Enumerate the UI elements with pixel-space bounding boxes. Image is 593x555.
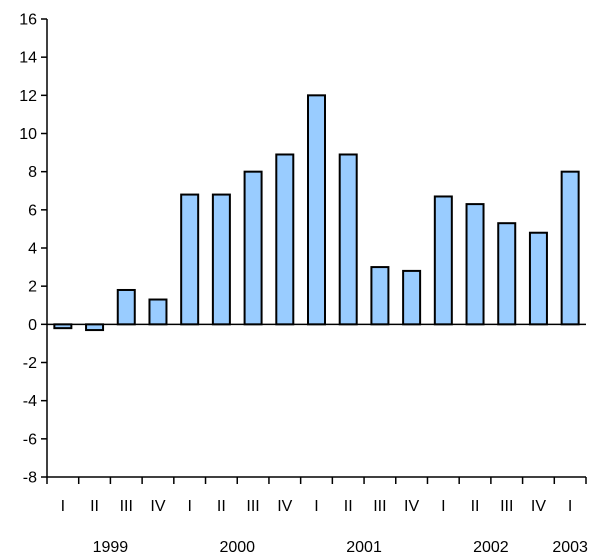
bar (370, 266, 390, 326)
year-label: 2000 (219, 539, 255, 555)
x-tick-label: I (187, 498, 191, 515)
bar (275, 153, 295, 326)
bar (116, 288, 136, 326)
y-tick-label: 2 (28, 279, 37, 296)
y-tick-label: 6 (28, 202, 37, 219)
x-tick-label: I (441, 498, 445, 515)
year-label: 2001 (346, 539, 382, 555)
x-tick-label: II (90, 498, 99, 515)
bar (211, 193, 231, 326)
x-tick-label: II (217, 498, 226, 515)
bar (528, 231, 548, 326)
x-tick-label: IV (531, 498, 546, 515)
y-tick-label: 0 (28, 317, 37, 334)
bar (433, 195, 453, 326)
y-tick-label: 8 (28, 164, 37, 181)
year-label: 2003 (552, 539, 588, 555)
y-tick-label: -8 (23, 470, 37, 487)
y-tick-label: 14 (19, 50, 37, 67)
bar (560, 170, 580, 326)
x-tick-label: I (568, 498, 572, 515)
bar (307, 94, 326, 326)
y-tick-label: -2 (23, 355, 37, 372)
y-tick-label: 16 (19, 12, 37, 29)
x-tick-label: III (120, 498, 133, 515)
bar (465, 203, 485, 326)
x-tick-label: IV (404, 498, 419, 515)
x-tick-label: III (500, 498, 513, 515)
bar (180, 193, 200, 326)
y-axis: 16 14 12 10 8 6 4 2 0 -2 -4 -6 -8 (19, 12, 47, 487)
bar (497, 222, 517, 326)
x-tick-label: IV (150, 498, 165, 515)
x-tick-label: I (61, 498, 65, 515)
x-tick-label: I (314, 498, 318, 515)
year-label: 2002 (473, 539, 509, 555)
bars (53, 94, 580, 332)
x-tick-label: III (373, 498, 386, 515)
bar (148, 298, 168, 326)
x-tick-label: III (246, 498, 259, 515)
y-tick-label: -4 (23, 393, 37, 410)
y-tick-label: -6 (23, 431, 37, 448)
y-tick-label: 12 (19, 88, 37, 105)
x-tick-label: IV (277, 498, 292, 515)
bar (338, 153, 358, 326)
year-label: 1999 (93, 539, 129, 555)
y-tick-label: 10 (19, 126, 37, 143)
bar (243, 170, 263, 326)
x-tick-label: II (471, 498, 480, 515)
x-tick-label: II (344, 498, 353, 515)
bar (85, 323, 105, 332)
y-tick-label: 4 (28, 241, 37, 258)
bar (402, 269, 422, 326)
